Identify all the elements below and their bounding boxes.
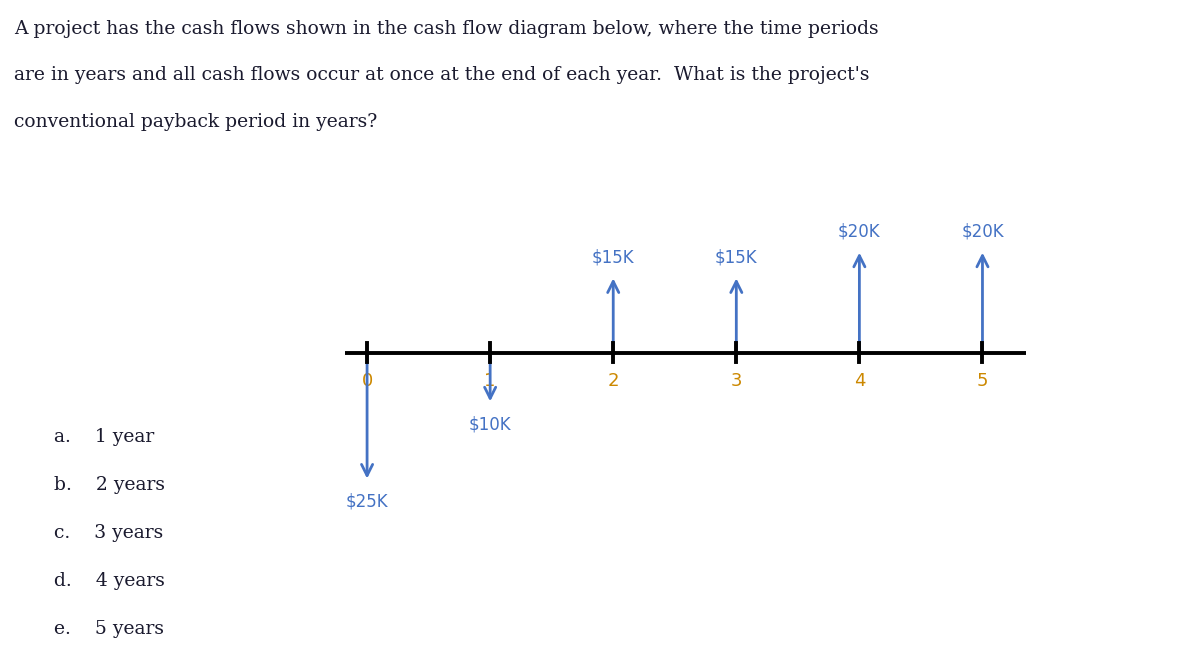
Text: c.    3 years: c. 3 years <box>54 524 163 542</box>
Text: 4: 4 <box>853 373 865 390</box>
Text: 0: 0 <box>361 373 373 390</box>
Text: 5: 5 <box>977 373 989 390</box>
Text: $20K: $20K <box>961 222 1003 240</box>
Text: $20K: $20K <box>838 222 881 240</box>
Text: $10K: $10K <box>469 416 511 434</box>
Text: $25K: $25K <box>346 493 389 511</box>
Text: $15K: $15K <box>715 248 757 266</box>
Text: b.    2 years: b. 2 years <box>54 476 166 494</box>
Text: conventional payback period in years?: conventional payback period in years? <box>14 113 378 131</box>
Text: 1: 1 <box>485 373 496 390</box>
Text: 2: 2 <box>607 373 619 390</box>
Text: d.    4 years: d. 4 years <box>54 572 164 590</box>
Text: 3: 3 <box>731 373 742 390</box>
Text: are in years and all cash flows occur at once at the end of each year.  What is : are in years and all cash flows occur at… <box>14 66 870 84</box>
Text: e.    5 years: e. 5 years <box>54 620 164 637</box>
Text: $15K: $15K <box>592 248 635 266</box>
Text: a.    1 year: a. 1 year <box>54 428 155 446</box>
Text: A project has the cash flows shown in the cash flow diagram below, where the tim: A project has the cash flows shown in th… <box>14 20 880 38</box>
